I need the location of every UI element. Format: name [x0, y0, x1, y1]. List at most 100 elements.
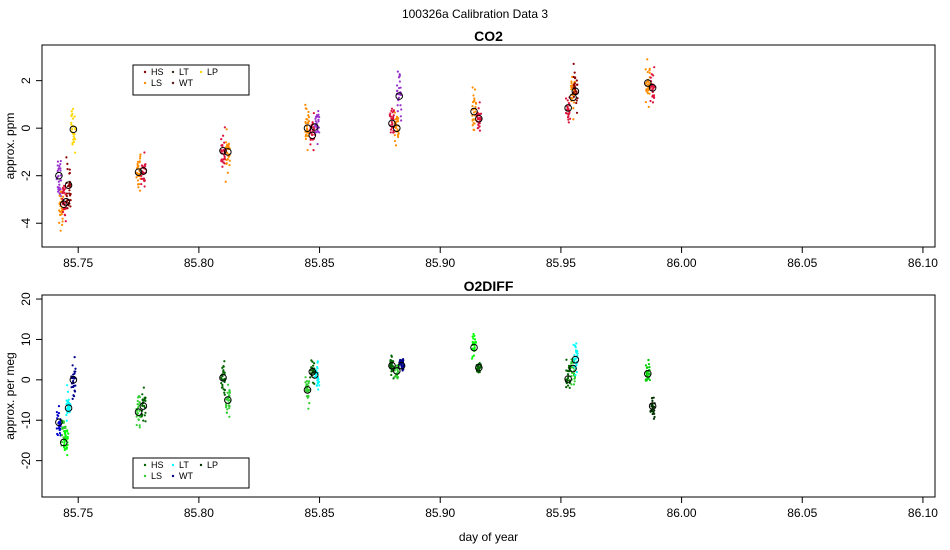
mean-marker — [219, 374, 227, 382]
legend-label: LP — [207, 460, 218, 470]
data-point — [646, 58, 649, 61]
data-point — [646, 92, 649, 95]
data-point — [305, 395, 308, 398]
data-point — [135, 176, 138, 179]
data-point — [65, 407, 68, 410]
data-point — [65, 192, 69, 195]
data-point — [477, 123, 480, 127]
data-point — [58, 428, 61, 432]
data-point — [575, 342, 578, 345]
co2-panel: CO2 85.75 85.80 85.85 85.90 85.95 86.00 86.05 86… — [3, 28, 938, 270]
data-point — [649, 76, 652, 79]
data-point — [305, 127, 309, 130]
y-tick-label: 2 — [19, 77, 33, 84]
data-point — [477, 107, 480, 110]
data-point — [72, 385, 75, 388]
data-point — [62, 184, 66, 187]
data-point — [304, 137, 308, 141]
data-point — [399, 115, 402, 118]
data-point — [228, 399, 231, 402]
data-point — [73, 370, 76, 373]
data-point — [56, 413, 59, 417]
data-point — [56, 160, 60, 163]
mean-marker — [303, 124, 312, 132]
data-point — [61, 191, 64, 195]
mean-marker — [569, 364, 577, 373]
data-point — [566, 376, 570, 380]
data-point — [473, 344, 476, 347]
data-point — [58, 186, 61, 189]
data-point — [59, 190, 62, 194]
plot-frame — [41, 44, 936, 248]
mean-marker — [64, 181, 73, 190]
legend-marker — [199, 463, 203, 467]
data-point — [71, 364, 74, 367]
data-point — [221, 165, 224, 168]
data-point — [64, 220, 67, 223]
mean-marker — [475, 114, 483, 123]
x-tick-label: 85.90 — [425, 506, 455, 520]
data-point — [57, 167, 60, 170]
data-point — [304, 381, 307, 384]
data-point — [73, 115, 76, 118]
data-point — [572, 343, 575, 346]
mean-marker — [475, 363, 483, 372]
data-point — [222, 134, 225, 137]
data-point — [136, 164, 139, 167]
data-point — [66, 454, 69, 457]
data-point — [565, 358, 568, 361]
data-point — [228, 388, 231, 392]
legend-box — [132, 64, 250, 96]
data-point — [478, 129, 482, 132]
data-point — [576, 97, 579, 100]
data-point — [567, 370, 570, 373]
data-point — [651, 399, 654, 402]
data-point — [70, 386, 73, 389]
data-point — [57, 180, 60, 183]
x-tick-label: 85.85 — [305, 506, 335, 520]
data-point — [225, 141, 228, 144]
mean-marker — [62, 198, 70, 206]
data-point — [400, 365, 403, 368]
data-point — [141, 404, 144, 408]
data-point — [73, 132, 76, 136]
data-point — [74, 367, 77, 370]
data-point — [390, 373, 393, 377]
data-point — [392, 360, 395, 363]
data-point — [58, 209, 61, 212]
data-point — [74, 384, 77, 387]
mean-marker — [224, 148, 232, 156]
data-point — [65, 413, 68, 417]
data-point — [472, 128, 475, 131]
data-point — [66, 400, 70, 403]
data-point — [576, 83, 579, 86]
mean-marker — [224, 396, 232, 404]
legend-label: LT — [179, 67, 189, 77]
data-point — [221, 383, 224, 387]
mean-marker — [564, 104, 572, 112]
legend-label: LS — [151, 78, 162, 88]
legend-marker — [143, 70, 147, 74]
data-point — [220, 382, 223, 385]
data-point — [222, 364, 225, 368]
data-point — [61, 195, 65, 198]
data-point — [471, 335, 474, 338]
data-point — [649, 86, 652, 89]
data-point — [67, 398, 70, 401]
data-point — [471, 341, 474, 344]
data-point — [66, 390, 70, 393]
data-point — [471, 124, 474, 127]
legend: HS LT LP LS WT — [132, 64, 250, 96]
data-point — [392, 131, 395, 134]
data-point — [305, 117, 308, 121]
mean-marker — [59, 200, 68, 209]
data-point — [73, 136, 76, 140]
data-point — [307, 116, 311, 119]
y-tick-label: -20 — [19, 452, 33, 470]
data-point — [59, 210, 62, 214]
data-point — [58, 183, 61, 186]
data-point — [66, 207, 69, 210]
y-tick-label: 20 — [19, 292, 33, 306]
data-point — [317, 378, 320, 381]
data-point — [307, 110, 310, 113]
